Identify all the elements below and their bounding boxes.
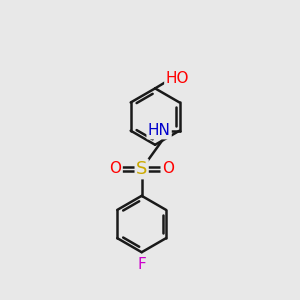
Text: HN: HN — [148, 123, 170, 138]
Text: O: O — [110, 161, 122, 176]
Text: HO: HO — [165, 71, 189, 86]
Text: F: F — [137, 257, 146, 272]
Text: S: S — [136, 160, 147, 178]
Text: O: O — [162, 161, 174, 176]
